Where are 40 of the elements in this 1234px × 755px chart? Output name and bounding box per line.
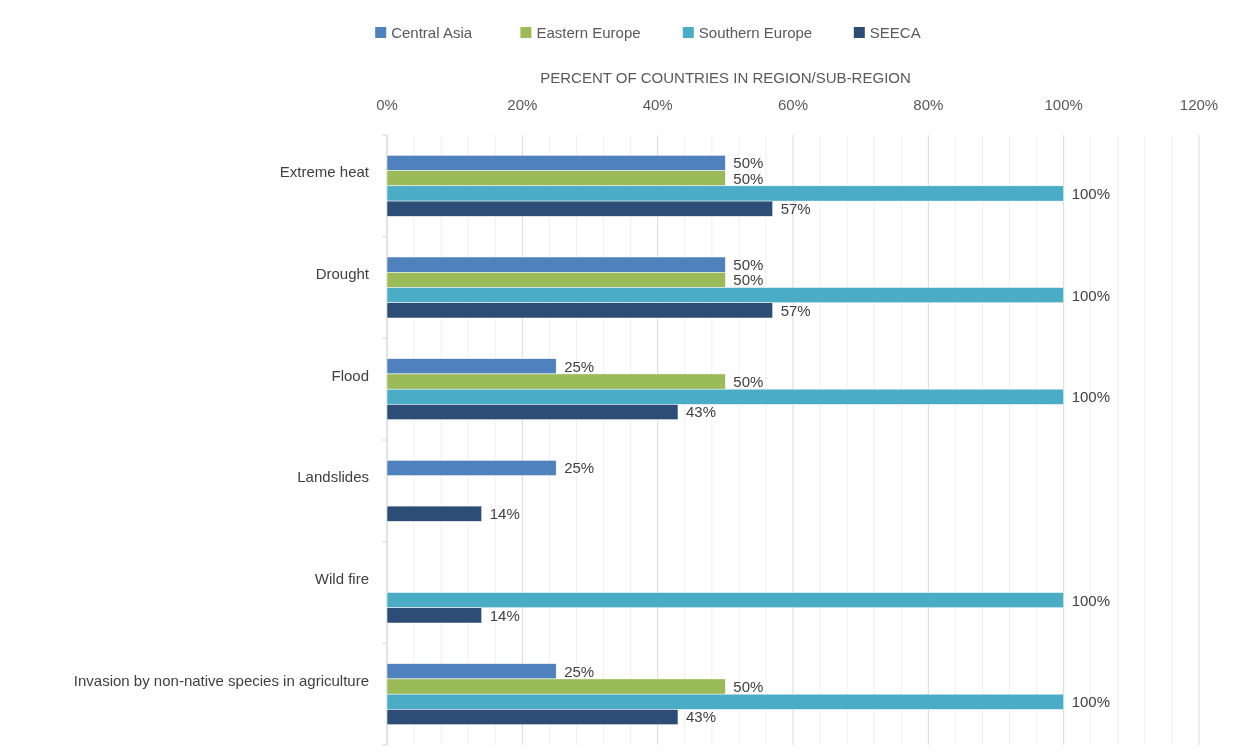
y-tick-label: Drought xyxy=(315,264,370,282)
data-label: 50% xyxy=(733,256,764,274)
data-label: 50% xyxy=(733,154,764,172)
x-tick-label: 60% xyxy=(777,96,809,113)
data-label: 14% xyxy=(489,606,520,624)
x-axis-title: PERCENT OF COUNTRIES IN REGION/SUB-REGION xyxy=(540,69,911,86)
data-label: 57% xyxy=(780,301,811,319)
y-tick-label: Landslides xyxy=(297,468,369,486)
data-label: 100% xyxy=(1071,591,1111,609)
data-label: 50% xyxy=(733,677,764,695)
y-tick-label: Invasion by non-native species in agriculture xyxy=(73,671,369,689)
x-tick-label: 100% xyxy=(1044,96,1083,113)
x-tick-label: 0% xyxy=(376,96,398,113)
data-label: 57% xyxy=(780,200,811,218)
legend-label: Eastern Europe xyxy=(536,24,641,42)
data-label: 100% xyxy=(1071,388,1111,406)
y-tick-label: Extreme heat xyxy=(279,163,370,181)
data-label: 43% xyxy=(685,708,716,726)
data-label: 43% xyxy=(685,403,716,421)
data-label: 100% xyxy=(1071,286,1111,304)
legend-label: Central Asia xyxy=(391,24,473,42)
data-label: 100% xyxy=(1071,184,1111,202)
x-tick-label: 40% xyxy=(642,96,673,113)
x-tick-label: 20% xyxy=(507,96,538,113)
data-label: 50% xyxy=(733,169,764,187)
data-label: 25% xyxy=(564,662,595,680)
data-label: 100% xyxy=(1071,693,1111,711)
bar xyxy=(386,505,482,522)
x-tick-label: 120% xyxy=(1179,96,1219,113)
data-label: 50% xyxy=(733,271,764,289)
x-tick-label: 80% xyxy=(913,96,944,113)
y-tick-label: Wild fire xyxy=(314,569,369,587)
data-label: 25% xyxy=(564,357,595,375)
y-tick-label: Flood xyxy=(331,366,369,384)
data-label: 50% xyxy=(733,372,764,390)
legend-label: Southern Europe xyxy=(698,24,813,42)
bar xyxy=(386,460,557,476)
data-label: 25% xyxy=(564,459,595,477)
legend-label: SEECA xyxy=(869,24,921,42)
data-label: 14% xyxy=(489,505,520,523)
